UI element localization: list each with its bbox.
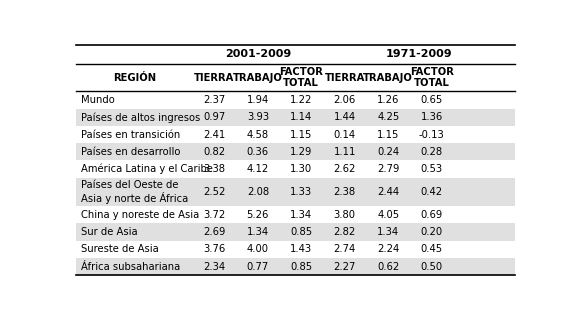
Text: 0.42: 0.42 xyxy=(420,187,443,197)
Text: 0.45: 0.45 xyxy=(420,244,443,254)
Bar xyxy=(76,223,515,241)
Text: 2.38: 2.38 xyxy=(334,187,356,197)
Text: 3.72: 3.72 xyxy=(203,210,225,220)
Text: 1.11: 1.11 xyxy=(334,147,356,157)
Text: 3.38: 3.38 xyxy=(204,164,225,174)
Text: 1.44: 1.44 xyxy=(334,112,356,122)
Text: Países del Oeste de
Asia y norte de África: Países del Oeste de Asia y norte de Áfri… xyxy=(81,180,188,204)
Bar xyxy=(76,143,515,160)
Text: África subsahariana: África subsahariana xyxy=(81,262,180,272)
Bar xyxy=(76,109,515,126)
Text: TRABAJO: TRABAJO xyxy=(233,73,283,83)
Text: América Latina y el Caribe: América Latina y el Caribe xyxy=(81,164,213,174)
Text: 1.15: 1.15 xyxy=(377,129,400,139)
Text: 0.97: 0.97 xyxy=(203,112,225,122)
Text: 1.15: 1.15 xyxy=(290,129,312,139)
Text: -0.13: -0.13 xyxy=(419,129,444,139)
Text: 0.82: 0.82 xyxy=(204,147,225,157)
Text: TIERRA: TIERRA xyxy=(194,73,235,83)
Text: China y noreste de Asia: China y noreste de Asia xyxy=(81,210,199,220)
Text: 1.22: 1.22 xyxy=(290,95,312,105)
Bar xyxy=(76,160,515,178)
Text: TIERRA: TIERRA xyxy=(324,73,365,83)
Text: 0.85: 0.85 xyxy=(290,227,312,237)
Text: 2.79: 2.79 xyxy=(377,164,400,174)
Bar xyxy=(76,258,515,275)
Text: FACTOR
TOTAL: FACTOR TOTAL xyxy=(279,67,323,88)
Text: TRABAJO: TRABAJO xyxy=(363,73,413,83)
Text: 2.34: 2.34 xyxy=(204,262,225,272)
Text: 0.62: 0.62 xyxy=(377,262,399,272)
Text: 0.77: 0.77 xyxy=(247,262,269,272)
Text: 3.76: 3.76 xyxy=(203,244,225,254)
Text: 2.27: 2.27 xyxy=(334,262,356,272)
Text: 0.53: 0.53 xyxy=(420,164,443,174)
Bar xyxy=(76,91,515,109)
Text: 4.25: 4.25 xyxy=(377,112,399,122)
Text: 0.36: 0.36 xyxy=(247,147,269,157)
Text: 0.28: 0.28 xyxy=(420,147,443,157)
Text: 1.34: 1.34 xyxy=(247,227,269,237)
Text: 1.94: 1.94 xyxy=(247,95,269,105)
Bar xyxy=(76,241,515,258)
Text: Países de altos ingresos: Países de altos ingresos xyxy=(81,112,200,123)
Text: 0.20: 0.20 xyxy=(420,227,443,237)
Text: 4.58: 4.58 xyxy=(247,129,269,139)
Text: 2.62: 2.62 xyxy=(334,164,356,174)
Text: 2.06: 2.06 xyxy=(334,95,356,105)
Text: 2.74: 2.74 xyxy=(334,244,356,254)
Text: 2.82: 2.82 xyxy=(334,227,356,237)
Text: 1.36: 1.36 xyxy=(420,112,443,122)
Text: 1.34: 1.34 xyxy=(377,227,399,237)
Text: 0.85: 0.85 xyxy=(290,262,312,272)
Text: 1.26: 1.26 xyxy=(377,95,400,105)
Text: 1.34: 1.34 xyxy=(290,210,312,220)
Bar xyxy=(76,206,515,223)
Text: 1.33: 1.33 xyxy=(290,187,312,197)
Text: Mundo: Mundo xyxy=(81,95,114,105)
Text: 2.08: 2.08 xyxy=(247,187,269,197)
Bar xyxy=(76,45,515,64)
Text: 0.69: 0.69 xyxy=(420,210,443,220)
Text: 4.00: 4.00 xyxy=(247,244,269,254)
Bar xyxy=(76,178,515,206)
Text: FACTOR
TOTAL: FACTOR TOTAL xyxy=(410,67,454,88)
Text: 2.69: 2.69 xyxy=(203,227,225,237)
Text: 4.12: 4.12 xyxy=(247,164,269,174)
Text: 0.24: 0.24 xyxy=(377,147,399,157)
Text: 2.41: 2.41 xyxy=(203,129,225,139)
Text: 0.50: 0.50 xyxy=(420,262,443,272)
Text: 0.65: 0.65 xyxy=(420,95,443,105)
Text: Países en desarrollo: Países en desarrollo xyxy=(81,147,180,157)
Text: 2.44: 2.44 xyxy=(377,187,399,197)
Text: 4.05: 4.05 xyxy=(377,210,399,220)
Text: 2.24: 2.24 xyxy=(377,244,399,254)
Text: 3.80: 3.80 xyxy=(334,210,356,220)
Text: Sureste de Asia: Sureste de Asia xyxy=(81,244,159,254)
Text: 1.29: 1.29 xyxy=(290,147,312,157)
Text: 1.43: 1.43 xyxy=(290,244,312,254)
Text: REGIÓN: REGIÓN xyxy=(113,73,156,83)
Bar xyxy=(76,126,515,143)
Text: 3.93: 3.93 xyxy=(247,112,269,122)
Text: 1.14: 1.14 xyxy=(290,112,312,122)
Text: 2.37: 2.37 xyxy=(203,95,225,105)
Bar xyxy=(76,64,515,91)
Text: 2001-2009: 2001-2009 xyxy=(225,49,291,59)
Text: 5.26: 5.26 xyxy=(247,210,269,220)
Text: 0.14: 0.14 xyxy=(334,129,356,139)
Text: Sur de Asia: Sur de Asia xyxy=(81,227,137,237)
Text: 1971-2009: 1971-2009 xyxy=(386,49,453,59)
Text: Países en transición: Países en transición xyxy=(81,129,180,139)
Text: 1.30: 1.30 xyxy=(290,164,312,174)
Text: 2.52: 2.52 xyxy=(203,187,225,197)
